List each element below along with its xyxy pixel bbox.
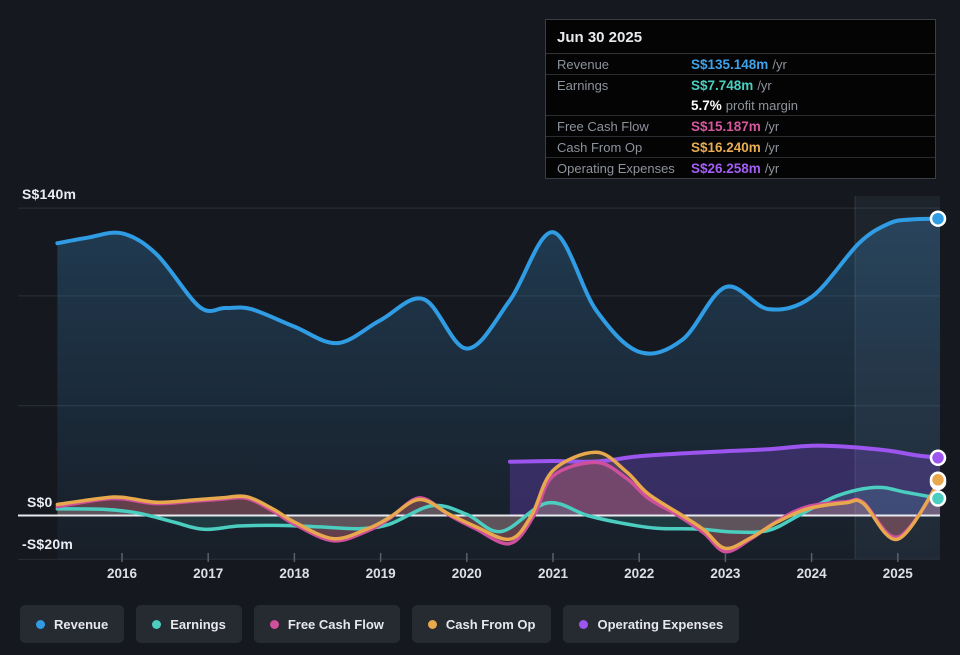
tooltip-label: Earnings [557, 77, 609, 93]
x-axis-label: 2016 [107, 566, 138, 581]
legend-label: Earnings [170, 616, 226, 632]
x-axis-label: 2021 [538, 566, 569, 581]
legend-item-revenue[interactable]: Revenue [20, 605, 125, 643]
x-axis-label: 2022 [624, 566, 654, 581]
revenue-area [57, 218, 941, 559]
tooltip-label: Operating Expenses [557, 160, 675, 176]
legend-label: Cash From Op [445, 616, 536, 632]
revenue-line [55, 216, 942, 356]
revenue-endpoint-marker [929, 210, 947, 227]
x-axis-label: 2017 [193, 566, 223, 581]
free-cash-flow-legend-dot-icon [269, 619, 279, 629]
tooltip-label: Free Cash Flow [557, 118, 649, 134]
tooltip-suffix: profit margin [725, 97, 799, 113]
tooltip-label: Revenue [557, 56, 610, 72]
tooltip-label: Cash From Op [557, 139, 643, 155]
tooltip-value: S$15.187m [691, 118, 761, 134]
tooltip-suffix: /yr [764, 118, 780, 134]
tooltip-row-revenue: Revenue S$135.148m /yr [546, 54, 935, 75]
operating-expenses-endpoint-marker [929, 449, 947, 467]
earnings-legend-dot-icon [152, 619, 162, 629]
y-axis-label-neg20m: -S$20m [22, 536, 74, 552]
tooltip-suffix: /yr [764, 160, 780, 176]
legend-item-cash-from-op[interactable]: Cash From Op [411, 605, 552, 643]
tooltip-row-operating-expenses: Operating Expenses S$26.258m /yr [546, 158, 935, 178]
tooltip-row-profit-margin: 5.7% profit margin [546, 95, 935, 116]
earnings-line [55, 485, 942, 535]
cash-from-op-endpoint-marker [929, 471, 947, 489]
x-axis-label: 2023 [710, 566, 741, 581]
recent-period-highlight-band [855, 196, 940, 559]
tooltip-row-free-cash-flow: Free Cash Flow S$15.187m /yr [546, 116, 935, 137]
legend-item-free-cash-flow[interactable]: Free Cash Flow [253, 605, 400, 643]
tooltip-value: S$26.258m [691, 160, 761, 176]
x-axis-label: 2025 [883, 566, 914, 581]
legend-label: Revenue [54, 616, 109, 632]
y-axis-label-zero: S$0 [27, 494, 53, 510]
y-axis-label-140m: S$140m [22, 186, 77, 202]
cash-from-op-area [57, 452, 941, 549]
x-axis-label: 2024 [797, 566, 828, 581]
operating-expenses-legend-dot-icon [579, 619, 589, 629]
legend-label: Free Cash Flow [287, 616, 384, 632]
tooltip-row-earnings: Earnings S$7.748m /yr [546, 75, 935, 95]
tooltip-suffix: /yr [764, 139, 780, 155]
x-axis-label: 2020 [452, 566, 482, 581]
legend-item-operating-expenses[interactable]: Operating Expenses [563, 605, 740, 643]
tooltip-value: S$135.148m [691, 56, 769, 72]
cash-from-op-legend-dot-icon [427, 619, 437, 629]
legend-item-earnings[interactable]: Earnings [136, 605, 242, 643]
earnings-endpoint-marker [929, 490, 947, 507]
x-axis-label: 2018 [279, 566, 310, 581]
revenue-legend-dot-icon [36, 619, 45, 629]
legend-label: Operating Expenses [597, 616, 724, 632]
earnings-area [57, 487, 941, 533]
x-axis-label: 2019 [366, 566, 396, 581]
tooltip-suffix: /yr [757, 77, 772, 93]
tooltip-value: 5.7% [691, 97, 722, 113]
chart-legend: Revenue Earnings Free Cash Flow Cash Fro… [20, 605, 740, 643]
tooltip-row-cash-from-op: Cash From Op S$16.240m /yr [546, 137, 935, 158]
chart-tooltip: Jun 30 2025 Revenue S$135.148m /yr Earni… [545, 19, 936, 179]
cash-from-op-line [55, 450, 942, 551]
tooltip-date-title: Jun 30 2025 [546, 20, 935, 54]
tooltip-value: S$16.240m [691, 139, 761, 155]
tooltip-value: S$7.748m [691, 77, 754, 93]
tooltip-suffix: /yr [772, 56, 787, 72]
